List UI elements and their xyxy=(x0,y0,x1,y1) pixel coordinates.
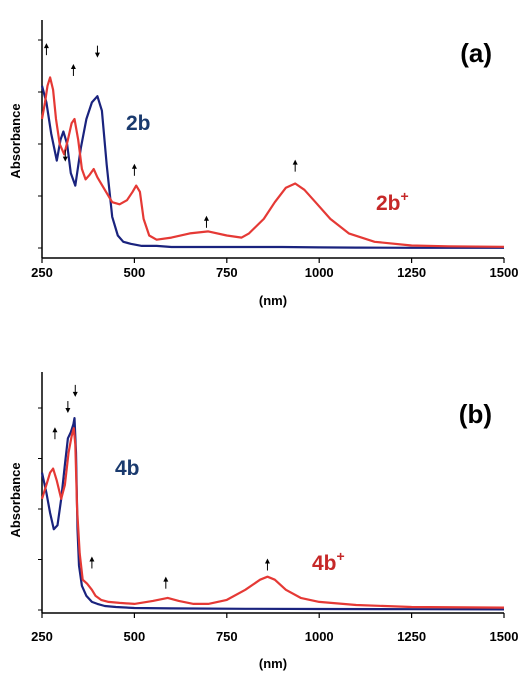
series-line-2b xyxy=(40,85,504,249)
panel-label-a: (a) xyxy=(460,38,492,68)
x-tick-label: 1000 xyxy=(305,629,334,644)
series-line-2b-plus xyxy=(40,76,505,248)
series-label-2b-plus: 2b+ xyxy=(376,188,409,215)
arrow-up-icon xyxy=(163,576,169,589)
x-tick-label: 750 xyxy=(216,265,238,280)
panel-b: Absorbance (nm) (b) 4b 4b+ 250 500 750 1000… xyxy=(8,372,518,671)
x-ticks-a: 250 500 750 1000 1250 1500 xyxy=(31,39,519,280)
x-tick-label: 1000 xyxy=(305,265,334,280)
arrow-up-icon xyxy=(70,63,76,76)
arrow-up-icon xyxy=(52,427,58,440)
x-tick-label: 750 xyxy=(216,629,238,644)
x-tick-label: 250 xyxy=(31,629,53,644)
arrow-up-icon xyxy=(89,556,95,569)
series-label-4b: 4b xyxy=(115,457,140,480)
x-tick-label: 1250 xyxy=(397,265,426,280)
arrow-down-icon xyxy=(94,45,100,58)
series-line-4b xyxy=(40,417,505,611)
x-tick-label: 1500 xyxy=(490,629,519,644)
x-tick-label: 500 xyxy=(124,265,146,280)
arrow-down-icon xyxy=(62,149,68,162)
arrow-up-icon xyxy=(292,159,298,172)
series-label-4b-plus: 4b+ xyxy=(312,548,345,575)
x-tick-label: 1250 xyxy=(397,629,426,644)
arrow-up-icon xyxy=(131,163,137,176)
arrow-up-icon xyxy=(203,215,209,228)
arrow-down-icon xyxy=(65,401,71,414)
x-ticks-b: 250 500 750 1000 1250 1500 xyxy=(31,407,519,644)
arrow-down-icon xyxy=(72,384,78,397)
y-axis-title-a: Absorbance xyxy=(8,103,23,178)
y-axis-title-b: Absorbance xyxy=(8,462,23,537)
plot-area-a xyxy=(40,43,505,249)
x-axis-title-b: (nm) xyxy=(259,656,287,671)
plot-area-b xyxy=(40,384,505,611)
x-tick-label: 250 xyxy=(31,265,53,280)
series-line-4b-plus xyxy=(40,427,505,609)
x-tick-label: 500 xyxy=(124,629,146,644)
arrow-up-icon xyxy=(264,558,270,571)
x-tick-label: 1500 xyxy=(490,265,519,280)
arrow-up-icon xyxy=(43,43,49,56)
panel-label-b: (b) xyxy=(459,399,492,429)
series-label-2b: 2b xyxy=(126,112,151,135)
x-axis-title-a: (nm) xyxy=(259,293,287,308)
panel-a: Absorbance (nm) (a) 2b 2b+ 250 500 750 1000… xyxy=(8,20,518,308)
